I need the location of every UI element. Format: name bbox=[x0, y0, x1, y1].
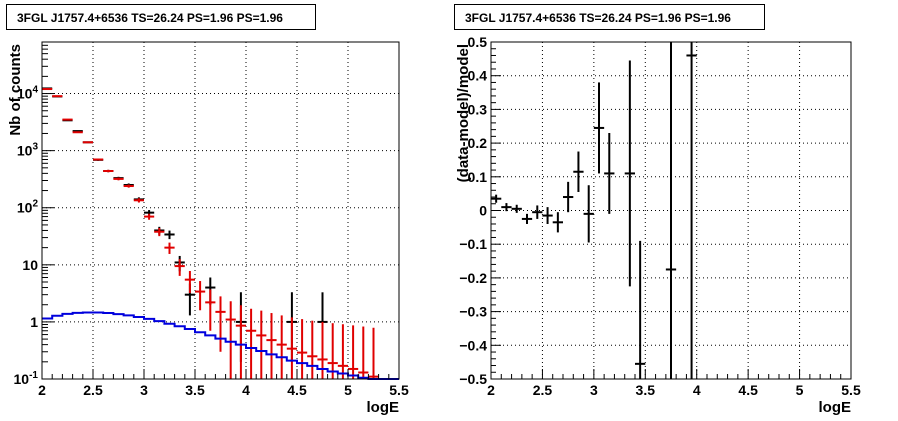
left-data-point-s1 bbox=[297, 319, 308, 379]
right-chart-title: 3FGL J1757.4+6536 TS=26.24 PS=1.96 PS=1.… bbox=[454, 4, 765, 30]
left-data-point-s1 bbox=[358, 326, 369, 379]
left-chart-title: 3FGL J1757.4+6536 TS=26.24 PS=1.96 PS=1.… bbox=[6, 4, 316, 30]
left-data-point-s1 bbox=[307, 320, 318, 379]
right-y-tick-label: −0.5 bbox=[459, 371, 487, 387]
left-data-point-s1 bbox=[93, 158, 104, 161]
left-x-tick-label: 4.5 bbox=[287, 382, 307, 398]
right-residual-point bbox=[491, 194, 502, 203]
right-residual-point bbox=[583, 185, 594, 243]
right-residual-point bbox=[624, 60, 635, 287]
left-data-point-s0 bbox=[164, 230, 175, 240]
left-data-point-s1 bbox=[235, 305, 246, 379]
right-x-tick-label: 3 bbox=[590, 382, 598, 398]
left-data-point-s1 bbox=[266, 313, 277, 379]
right-x-tick-label: 3.5 bbox=[636, 382, 656, 398]
right-residual-point bbox=[604, 132, 615, 214]
left-data-point-s1 bbox=[133, 198, 144, 203]
right-residual-point bbox=[563, 181, 574, 213]
left-data-point-s1 bbox=[225, 301, 236, 379]
left-x-axis-label: logE bbox=[367, 399, 400, 416]
left-x-tick-label: 2 bbox=[38, 382, 46, 398]
right-y-tick-label: 0.2 bbox=[468, 135, 488, 151]
right-y-tick-label: 0.5 bbox=[468, 34, 488, 50]
right-residual-point bbox=[521, 213, 533, 224]
left-data-point-s1 bbox=[348, 325, 359, 379]
left-data-point-s1 bbox=[144, 213, 155, 220]
right-y-tick-label: −0.4 bbox=[459, 337, 487, 353]
right-x-tick-label: 2.5 bbox=[533, 382, 553, 398]
right-residual-point bbox=[552, 212, 563, 233]
left-data-point-s1 bbox=[337, 324, 348, 379]
left-data-point-s1 bbox=[164, 242, 175, 254]
left-y-tick-label: 10 bbox=[22, 257, 38, 273]
left-x-tick-label: 5 bbox=[344, 382, 352, 398]
left-data-point-s1 bbox=[82, 141, 93, 144]
left-data-point-s1 bbox=[103, 169, 114, 173]
left-x-tick-label: 5.5 bbox=[389, 382, 409, 398]
right-y-tick-label: −0.3 bbox=[459, 304, 487, 320]
right-x-tick-label: 5 bbox=[796, 382, 804, 398]
right-y-tick-label: 0.1 bbox=[468, 169, 488, 185]
right-residual-point bbox=[501, 203, 512, 212]
left-y-tick-label: 103 bbox=[17, 142, 39, 159]
left-data-point-s1 bbox=[246, 308, 257, 379]
left-data-point-s1 bbox=[215, 296, 226, 352]
left-y-tick-label: 10-1 bbox=[14, 370, 39, 387]
right-y-tick-label: −0.2 bbox=[459, 270, 487, 286]
left-data-point-s1 bbox=[286, 317, 297, 379]
right-y-tick-label: 0.4 bbox=[468, 68, 488, 84]
right-y-tick-label: 0.3 bbox=[468, 101, 488, 117]
right-y-tick-label: 0 bbox=[479, 203, 487, 219]
left-data-point-s1 bbox=[327, 323, 338, 379]
right-residual-point bbox=[532, 205, 543, 219]
left-x-tick-label: 3 bbox=[140, 382, 148, 398]
left-data-point-s1 bbox=[368, 327, 379, 379]
left-x-tick-label: 3.5 bbox=[185, 382, 205, 398]
right-residual-point bbox=[665, 42, 677, 379]
left-y-tick-label: 102 bbox=[17, 199, 39, 216]
left-data-point-s1 bbox=[276, 315, 287, 379]
right-residual-point bbox=[573, 151, 584, 192]
left-data-point-s1 bbox=[154, 227, 165, 237]
left-data-point-s1 bbox=[113, 177, 124, 181]
left-data-point-s1 bbox=[52, 95, 63, 98]
left-data-point-s1 bbox=[62, 118, 73, 121]
left-x-tick-label: 4 bbox=[242, 382, 250, 398]
right-residual-point bbox=[511, 204, 522, 213]
right-x-tick-label: 5.5 bbox=[841, 382, 861, 398]
right-x-axis-label: logE bbox=[819, 399, 852, 416]
right-x-tick-label: 4.5 bbox=[738, 382, 758, 398]
right-y-axis-label: (data-model)/model bbox=[455, 44, 472, 182]
right-residual-point bbox=[635, 240, 646, 379]
left-data-point-s1 bbox=[256, 310, 267, 379]
right-x-tick-label: 2 bbox=[487, 382, 495, 398]
left-data-point-s1 bbox=[72, 131, 83, 134]
right-x-tick-label: 4 bbox=[693, 382, 701, 398]
left-data-point-s1 bbox=[174, 259, 185, 276]
right-y-tick-label: −0.1 bbox=[459, 236, 487, 252]
left-data-point-s1 bbox=[184, 270, 195, 294]
left-model-step-line bbox=[42, 311, 399, 380]
left-data-point-s1 bbox=[195, 281, 206, 311]
right-residual-point bbox=[542, 207, 553, 224]
right-residual-point bbox=[686, 42, 697, 379]
right-residual-point bbox=[593, 82, 605, 174]
left-y-tick-label: 1 bbox=[30, 314, 38, 330]
left-y-tick-label: 104 bbox=[17, 85, 39, 102]
left-data-point-s1 bbox=[123, 184, 134, 188]
left-data-point-s1 bbox=[205, 289, 216, 331]
left-x-tick-label: 2.5 bbox=[83, 382, 103, 398]
left-y-axis-label: Nb of counts bbox=[7, 44, 24, 136]
